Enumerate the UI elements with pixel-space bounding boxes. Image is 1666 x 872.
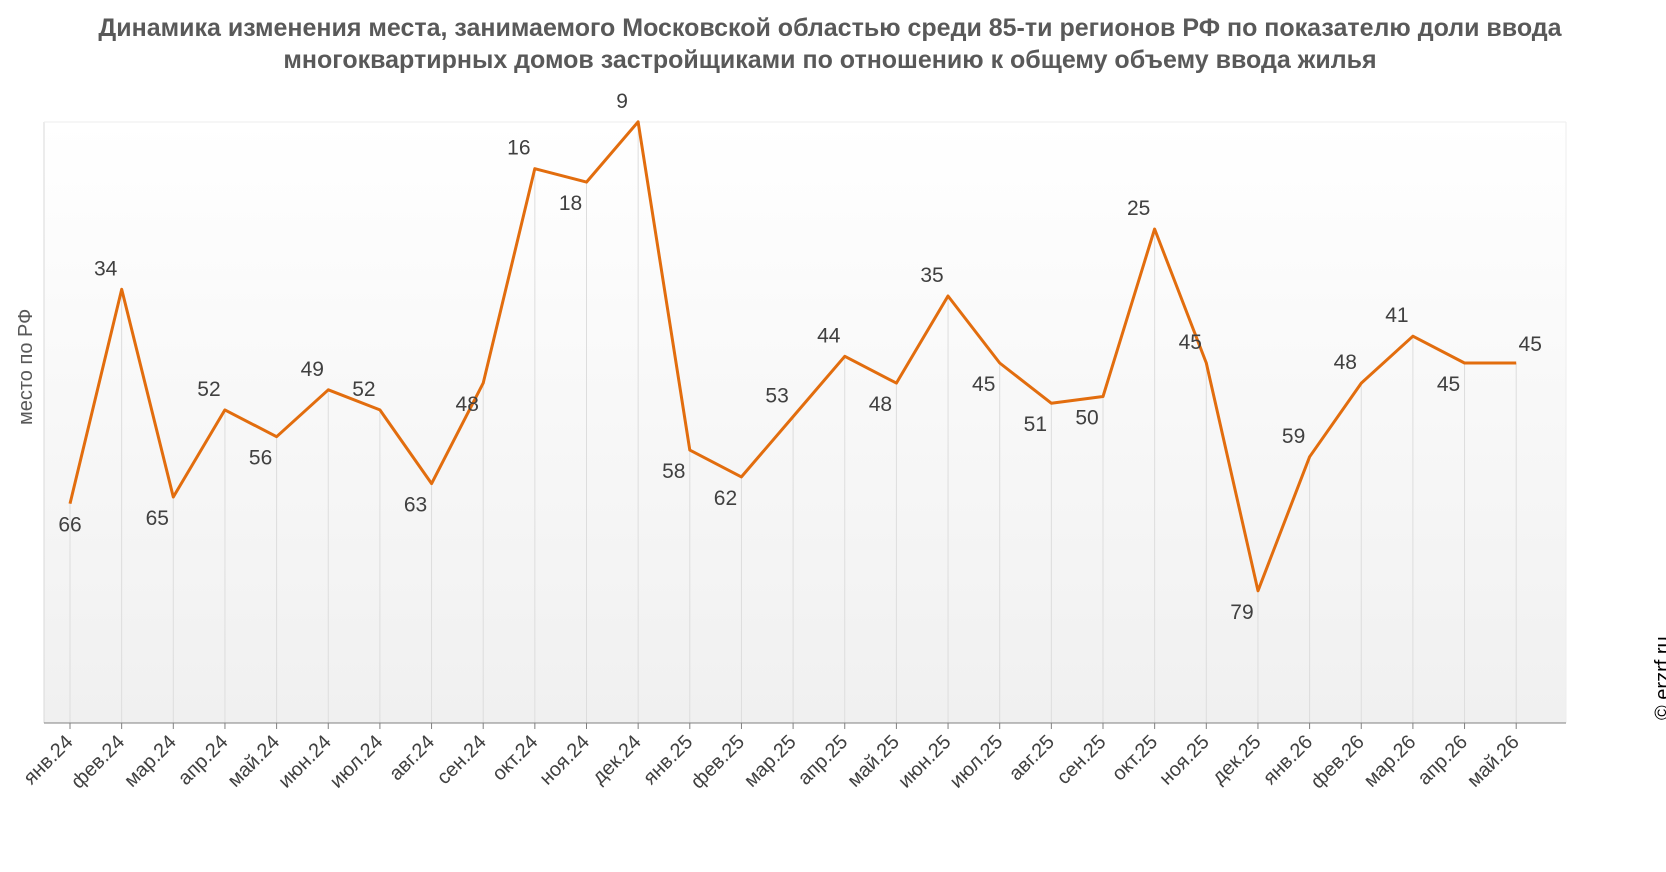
x-tick-label: фев.24 [67,731,129,793]
data-label: 50 [1075,407,1098,430]
data-label: 79 [1230,601,1253,624]
data-label: 34 [94,257,118,280]
data-label: 52 [197,378,220,401]
data-label: 63 [404,494,427,517]
data-label: 49 [301,358,324,381]
x-tick-label: апр.26 [1413,731,1472,790]
data-label: 56 [249,447,272,470]
data-label: 66 [58,514,81,537]
x-tick-label: сен.24 [433,731,491,789]
x-tick-label: июл.24 [326,731,388,793]
x-tick-label: мар.25 [740,731,801,792]
data-label: 35 [920,264,943,287]
x-tick-label: май.24 [223,731,284,792]
data-label: 58 [662,460,685,483]
data-label: 45 [1519,333,1542,356]
plot-area [44,122,1566,723]
x-tick-label: апр.24 [174,731,233,790]
data-label: 41 [1385,304,1408,327]
x-tick-label: авг.24 [385,731,439,785]
data-label: 48 [456,393,479,416]
data-label: 9 [616,90,628,113]
data-label: 48 [869,393,892,416]
x-tick-label: апр.25 [794,731,853,790]
data-label: 45 [1179,331,1202,354]
x-tick-label: фев.25 [687,731,749,793]
x-tick-label: май.25 [843,731,904,792]
data-label: 53 [765,385,788,408]
data-label: 16 [507,137,530,160]
data-label: 51 [1024,413,1047,436]
chart-title: Динамика изменения места, занимаемого Мо… [98,14,1562,74]
data-label: 62 [714,487,737,510]
x-tick-label: окт.25 [1108,731,1162,785]
data-label: 59 [1282,425,1305,448]
x-tick-label: окт.24 [488,731,542,785]
series-line [68,120,1517,593]
data-label: 48 [1334,351,1357,374]
data-label: 44 [817,324,841,347]
data-label: 25 [1127,197,1150,220]
data-label: 65 [146,507,169,530]
data-label: 18 [559,192,582,215]
data-label: 52 [352,378,375,401]
data-label: 45 [1437,373,1460,396]
x-tick-label: июн.25 [894,731,956,793]
x-tick-label: авг.25 [1005,731,1059,785]
x-tick-label: мар.24 [120,731,181,792]
x-tick-label: дек.25 [1208,731,1266,789]
x-tick-label: фев.26 [1307,731,1369,793]
x-tick-label: июл.25 [946,731,1008,793]
x-tick-label: июн.24 [274,731,336,793]
x-tick-label: дек.24 [588,731,646,789]
x-tick-label: май.26 [1463,731,1524,792]
x-tick-label: ноя.25 [1155,731,1214,790]
x-tick-label: мар.26 [1360,731,1421,792]
x-tick-label: сен.25 [1053,731,1111,789]
data-label: 45 [972,373,995,396]
x-tick-label: ноя.24 [535,731,594,790]
